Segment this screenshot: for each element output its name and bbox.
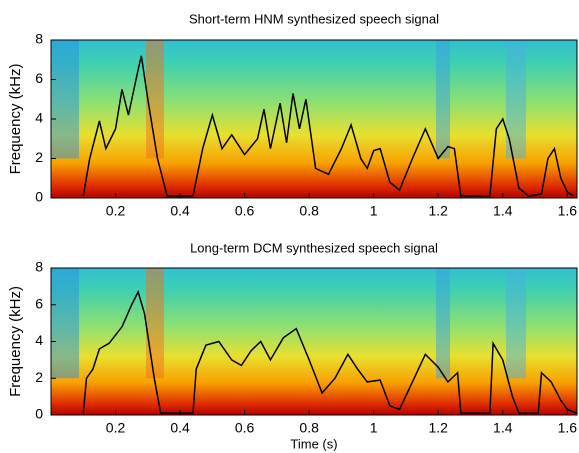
contour-line: [82, 289, 578, 414]
y-tick-label: 4: [35, 110, 43, 126]
spectrogram-region: [436, 40, 450, 159]
x-tick-label: 1: [370, 420, 378, 436]
y-tick-label: 4: [35, 332, 43, 348]
contour-line: [82, 55, 575, 197]
spectrogram-region: [146, 40, 164, 159]
y-tick-label: 8: [35, 259, 43, 275]
spectrogram-region: [146, 268, 164, 379]
spectrogram-region: [51, 268, 79, 379]
x-tick-label: 1.2: [429, 420, 449, 436]
x-tick-label: 0.4: [170, 203, 190, 219]
x-tick-label: 1.2: [429, 203, 449, 219]
spectrogram-region: [51, 40, 79, 159]
x-tick-label: 0.2: [106, 203, 126, 219]
x-tick-label: 0.6: [235, 420, 255, 436]
x-tick-label: 0.8: [299, 420, 319, 436]
spectrogram-region: [506, 268, 526, 379]
y-axis-label: Frequency (kHz): [7, 286, 24, 397]
y-tick-label: 8: [35, 31, 43, 47]
x-tick-label: 1.6: [558, 420, 578, 436]
x-tick-label: 1.4: [493, 203, 513, 219]
x-tick-label: 0.6: [235, 203, 255, 219]
x-tick-label: 0.8: [299, 203, 319, 219]
spectrogram: [51, 268, 577, 415]
y-tick-label: 0: [35, 189, 43, 205]
spectrogram: [51, 40, 577, 198]
x-tick-label: 1.6: [558, 203, 578, 219]
x-tick-label: 1.4: [493, 420, 513, 436]
y-tick-label: 6: [35, 295, 43, 311]
chart-title: Long-term DCM synthesized speech signal: [190, 240, 438, 255]
x-tick-label: 0.2: [106, 420, 126, 436]
y-tick-label: 2: [35, 149, 43, 165]
y-tick-label: 0: [35, 406, 43, 422]
spectrogram-region: [436, 268, 450, 379]
x-tick-label: 1: [370, 203, 378, 219]
x-tick-label: 0.4: [170, 420, 190, 436]
y-axis-label: Frequency (kHz): [7, 64, 24, 175]
y-tick-label: 2: [35, 369, 43, 385]
y-tick-label: 6: [35, 70, 43, 86]
spectrogram-region: [506, 40, 526, 159]
chart-title: Short-term HNM synthesized speech signal: [189, 11, 439, 26]
x-axis-label: Time (s): [290, 436, 337, 451]
